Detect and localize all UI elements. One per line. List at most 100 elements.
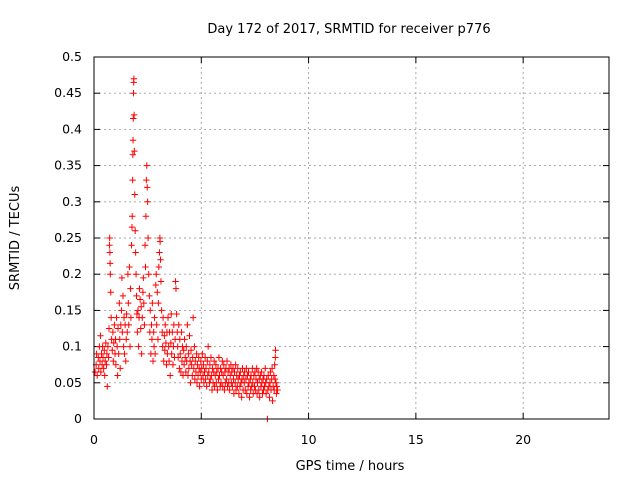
data-point (189, 314, 197, 321)
data-point (192, 357, 199, 365)
y-tick-label: 0.1 (62, 339, 82, 354)
data-point (126, 263, 133, 271)
data-point (194, 361, 201, 368)
data-point (157, 256, 164, 263)
data-point (126, 343, 134, 350)
data-point (152, 281, 159, 289)
data-point (235, 390, 243, 397)
data-point (204, 343, 212, 350)
data-point (135, 343, 142, 350)
data-point (118, 307, 125, 314)
data-point (172, 285, 180, 292)
data-point (109, 328, 117, 336)
data-point (140, 274, 147, 282)
data-point (227, 372, 234, 379)
x-tick-label: 0 (90, 432, 98, 447)
data-point (168, 310, 175, 318)
data-point (154, 336, 162, 343)
data-point (247, 375, 254, 383)
data-point (149, 299, 156, 307)
data-point (243, 390, 250, 397)
x-tick-label: 5 (197, 432, 205, 447)
y-tick-label: 0.25 (54, 230, 82, 245)
data-point (103, 350, 111, 358)
data-point (201, 354, 209, 361)
data-point (180, 361, 188, 368)
y-tick-label: 0.4 (62, 121, 82, 136)
data-point (217, 365, 224, 372)
y-tick-label: 0.05 (54, 375, 82, 390)
data-point (128, 242, 135, 249)
data-point (145, 271, 152, 278)
data-point (116, 299, 123, 307)
data-point (128, 213, 136, 220)
data-point (107, 289, 114, 296)
data-point (157, 278, 165, 285)
data-point (124, 271, 132, 278)
data-point (161, 332, 168, 339)
data-point (231, 368, 238, 376)
data-point (147, 307, 154, 314)
data-point (106, 260, 114, 267)
data-point (110, 357, 117, 365)
data-point (111, 321, 118, 329)
y-tick-label: 0.5 (62, 49, 82, 64)
data-point (116, 336, 123, 343)
data-point (130, 111, 138, 119)
data-point (106, 242, 113, 249)
data-point (120, 343, 127, 350)
data-point (158, 307, 165, 314)
data-point (128, 223, 136, 231)
data-point (124, 328, 131, 336)
data-point (253, 365, 260, 372)
data-point (209, 365, 216, 372)
data-point (272, 347, 279, 354)
data-point (155, 299, 162, 307)
y-tick-label: 0.15 (54, 302, 82, 317)
data-point (143, 162, 150, 169)
data-point (97, 332, 104, 339)
data-point (103, 361, 110, 368)
data-point (210, 357, 218, 365)
data-point (130, 75, 138, 82)
data-point (105, 354, 112, 361)
data-point (253, 390, 261, 397)
data-point (130, 115, 137, 122)
data-point (262, 365, 269, 372)
data-point (132, 249, 139, 256)
data-point (131, 191, 138, 198)
data-point (273, 390, 280, 397)
data-point (114, 372, 121, 379)
y-axis-label: SRMTID / TECUs (8, 186, 23, 291)
data-point (151, 314, 158, 321)
data-point (187, 379, 194, 386)
data-point (91, 368, 99, 376)
data-point (118, 274, 126, 282)
data-point (125, 321, 132, 329)
y-tick-label: 0.3 (62, 194, 82, 209)
data-point (162, 321, 169, 329)
data-point (199, 350, 206, 358)
data-point (184, 321, 191, 329)
data-point (120, 314, 128, 321)
data-point (197, 357, 205, 365)
data-point (101, 372, 108, 379)
data-point (180, 347, 187, 354)
data-point (144, 234, 152, 242)
data-point (161, 347, 169, 354)
axis-ticks: 0 0.05 0.1 0.15 0.2 0.25 0.3 0.35 0.4 0.45 0.5 0 5 10… (54, 49, 609, 447)
data-point (206, 361, 214, 368)
data-point (160, 357, 167, 365)
data-point (148, 336, 156, 343)
data-point (115, 350, 122, 358)
data-point (122, 357, 129, 365)
data-point (246, 394, 253, 401)
data-point (144, 184, 151, 191)
data-point (267, 368, 274, 376)
data-point (202, 365, 210, 372)
data-point (151, 350, 159, 358)
data-point (271, 375, 279, 383)
data-point (204, 357, 211, 365)
data-point (139, 289, 147, 296)
data-point (177, 350, 184, 358)
